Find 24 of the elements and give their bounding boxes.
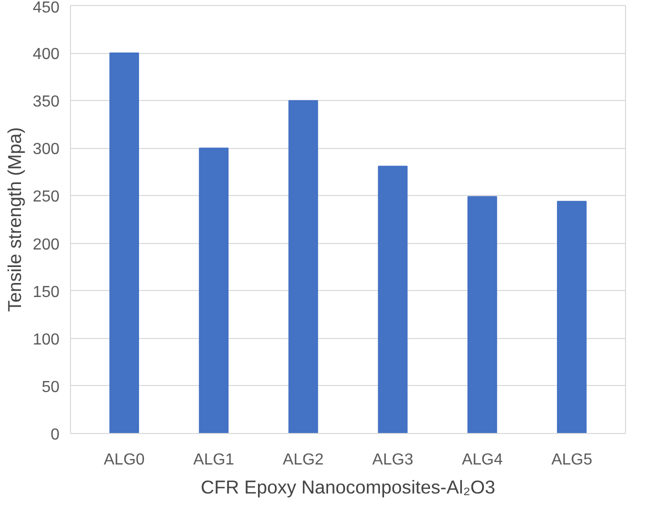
y-tick-label: 300 — [32, 141, 60, 158]
y-tick-label: 450 — [32, 0, 60, 16]
x-tick-label: ALG1 — [193, 452, 234, 468]
y-tick-label: 0 — [50, 426, 60, 444]
y-tick-label: 50 — [42, 378, 60, 396]
bar — [288, 100, 318, 434]
x-tick-label: ALG3 — [372, 452, 414, 468]
bar — [556, 200, 587, 434]
y-tick-label: 100 — [32, 331, 60, 348]
bar — [198, 148, 229, 434]
bar — [109, 52, 140, 434]
y-tick-label: 250 — [32, 188, 60, 206]
x-tick-label: ALG5 — [551, 452, 592, 468]
x-tick-label: ALG0 — [104, 452, 145, 468]
y-tick-label: 200 — [32, 236, 60, 254]
y-axis-title: Tensile strength (Mpa) — [4, 127, 25, 312]
x-tick-label: ALG4 — [462, 452, 503, 468]
y-tick-label: 400 — [32, 46, 60, 64]
bar — [378, 166, 408, 434]
x-axis-title: CFR Epoxy Nanocomposites-Al₂O3 — [200, 476, 496, 498]
x-tick-label: ALG2 — [282, 452, 324, 468]
y-tick-label: 350 — [32, 94, 60, 111]
bar — [467, 196, 498, 434]
y-tick-label: 150 — [32, 284, 60, 301]
